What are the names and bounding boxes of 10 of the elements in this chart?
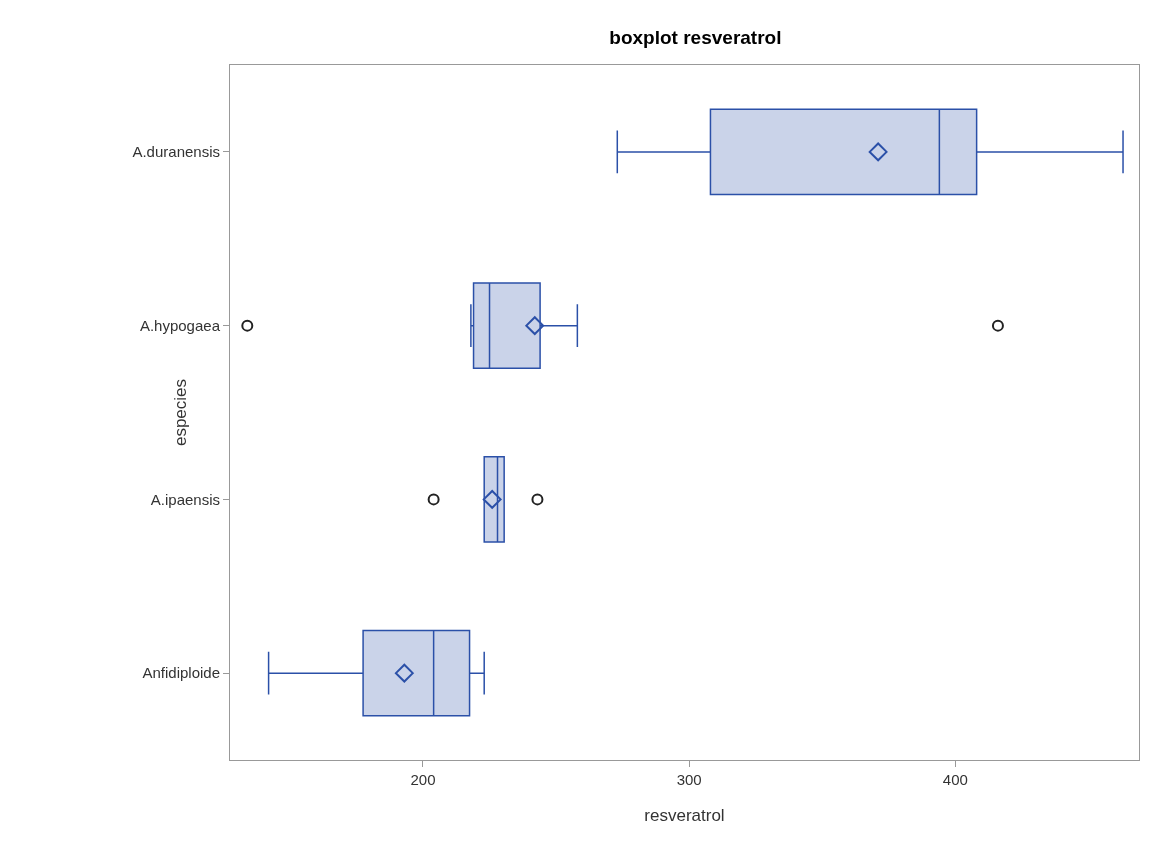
chart-title: boxplot resveratrol	[609, 26, 782, 48]
x-tick-label: 200	[410, 771, 436, 788]
y-tick-label: A.duranensis	[132, 143, 220, 161]
y-axis-title: especies	[171, 378, 190, 447]
y-tick-label: Anfidiploide	[142, 664, 220, 682]
x-axis-title: resveratrol	[644, 806, 725, 825]
y-tick-label: A.hypogaea	[139, 316, 221, 334]
y-tick-label: A.ipaensis	[150, 490, 220, 508]
x-tick-label: 300	[676, 771, 702, 788]
x-tick-label: 400	[942, 771, 968, 788]
